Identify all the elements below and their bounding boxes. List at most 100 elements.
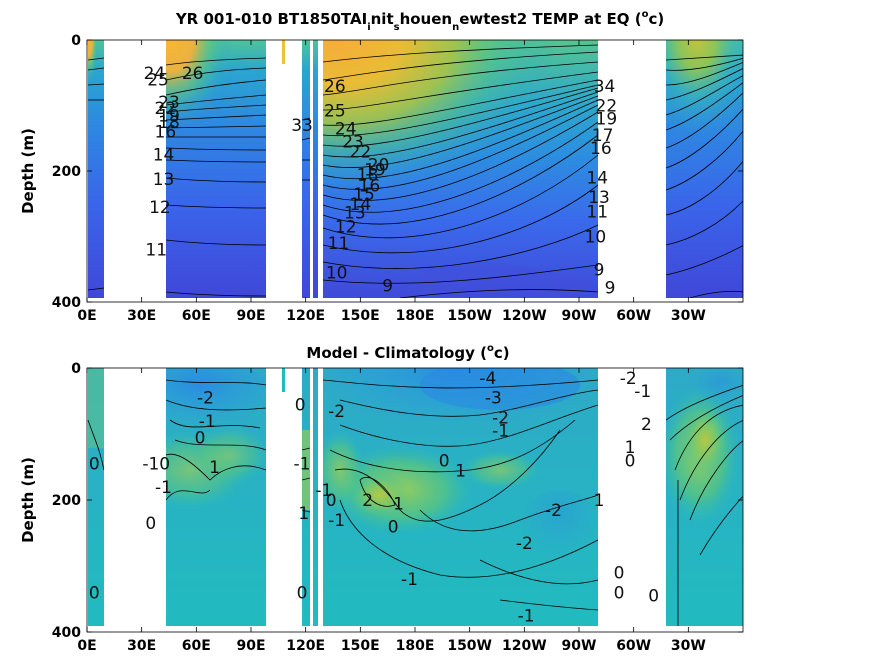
top-xtick-label: 150E [341,308,380,324]
bottom-contour-label: 0 [195,428,206,448]
bottom-panel-title: Model - Climatology (oc) [306,343,509,362]
top-contour-label: 23 [158,93,180,113]
top-xtick-label: 60E [182,308,211,324]
bottom-contour-label: -1 [315,481,332,501]
top-ytick-label: 200 [52,164,81,180]
bottom-contour-label: 0 [89,455,100,475]
top-contour-label: 19 [364,161,386,181]
bottom-contour-label: -2 [492,409,509,429]
bottom-contour-label: -2 [545,501,562,521]
top-contour-label: 11 [145,241,167,261]
bottom-contour-label: 0 [89,583,100,603]
bottom-contour-label: 0 [388,517,399,537]
top-contour-label: 22 [350,142,372,162]
bottom-contour-label: -1 [199,412,216,432]
top-contour-label: 24 [335,119,357,139]
bottom-xtick-label: 60W [616,638,651,654]
bottom-contour-label: 0 [297,583,308,603]
bottom-xtick-label: 90E [236,638,265,654]
bottom-contour-label: 1 [209,458,220,478]
top-contour-label: 23 [342,133,364,153]
top-ticks: 0E 30E 60E 90E 120E 150E 180E 150W 120W 90W 60W 30W… [52,33,743,324]
bottom-contour-label: 2 [641,415,652,435]
bottom-contour-label: 0 [145,514,156,534]
top-contour-label: 13 [588,188,610,208]
bottom-xtick-label: 150W [447,638,492,654]
bottom-contour-label: 1 [625,438,636,458]
top-contour-label: 14 [153,146,175,166]
top-xtick-label: 150W [447,308,492,324]
bottom-contour-label: -1 [401,570,418,590]
top-contours [87,44,743,299]
top-contour-label: 19 [158,106,180,126]
top-contour-label: 13 [344,203,366,223]
top-contour-label: 15 [353,185,375,205]
bottom-contour-label: 0 [439,451,450,471]
top-panel: YR 001-010 BT1850TAIinitshouennewtest2 T… [19,9,744,324]
bottom-contour-label: 0 [614,564,625,584]
bottom-xtick-label: 180E [396,638,435,654]
bottom-contour-label: -1 [328,511,345,531]
top-contour-label: 26 [324,77,346,97]
top-xtick-label: 90W [562,308,597,324]
top-contour-label: 14 [586,169,608,189]
top-contour-label: 33 [291,116,313,136]
bottom-contour-label: 1 [393,494,404,514]
bottom-contour-label: 0 [326,491,337,511]
top-contour-label: 20 [368,155,390,175]
bottom-contour-label: -1 [492,422,509,442]
top-contour-label: 22 [155,99,177,119]
bottom-ticks: 0E 30E 60E 90E 120E 150E 180E 150W 120W 90W 60W 30W… [52,361,743,654]
bottom-xtick-label: 60E [182,638,211,654]
top-xtick-label: 0E [77,308,96,324]
top-contour-label: 19 [596,110,618,130]
top-contour-label: 9 [605,279,616,299]
bottom-contour-label: -1 [155,478,172,498]
top-contour-labels: 2625242322191816141312113326252423222019… [144,64,618,299]
top-contour-label: 25 [324,102,346,122]
bottom-ytick-label: 0 [71,361,81,377]
top-contour-label: 17 [592,126,614,146]
top-contour-label: 16 [590,139,612,159]
bottom-xtick-label: 30W [671,638,706,654]
bottom-contour-label: -10 [142,455,170,475]
bottom-land-mask [88,368,744,632]
top-xtick-label: 120E [286,308,325,324]
bottom-contour-label: -1 [634,382,651,402]
top-xtick-label: 90E [236,308,265,324]
top-contour-label: 22 [596,97,618,117]
bottom-contour-label: -4 [479,369,496,389]
top-xtick-label: 30W [671,308,706,324]
top-contour-label: 18 [158,113,180,133]
bottom-xtick-label: 150E [341,638,380,654]
top-contour-label: 13 [153,170,175,190]
bottom-contour-label: 0 [295,395,306,415]
top-xtick-label: 120W [502,308,547,324]
bottom-contour-label: -1 [294,455,311,475]
bottom-ytick-label: 400 [52,625,81,641]
top-contour-label: 9 [594,260,605,280]
bottom-contour-label: 0 [625,451,636,471]
bottom-contour-label: -2 [620,369,637,389]
bottom-contour-label: 0 [614,583,625,603]
bottom-contour-label: -2 [328,402,345,422]
top-xtick-label: 60W [616,308,651,324]
bottom-contour-label: 1 [455,461,466,481]
bottom-ytick-label: 200 [52,493,81,509]
bottom-contour-label: 2 [362,491,373,511]
top-contour-label: 11 [586,203,608,223]
top-land-mask [88,40,744,302]
bottom-contours [87,379,743,626]
top-contour-label: 16 [359,176,381,196]
top-xtick-label: 180E [396,308,435,324]
bottom-xtick-label: 0E [77,638,96,654]
top-panel-title: YR 001-010 BT1850TAIinitshouennewtest2 T… [175,9,664,33]
top-contour-label: 11 [328,234,350,254]
bottom-contour-label: 0 [648,587,659,607]
bottom-contour-label: -2 [197,389,214,409]
top-xtick-label: 30E [127,308,156,324]
bottom-contour-label: -3 [485,389,502,409]
bottom-ylabel: Depth (m) [19,457,37,543]
top-contour-label: 16 [155,123,177,143]
